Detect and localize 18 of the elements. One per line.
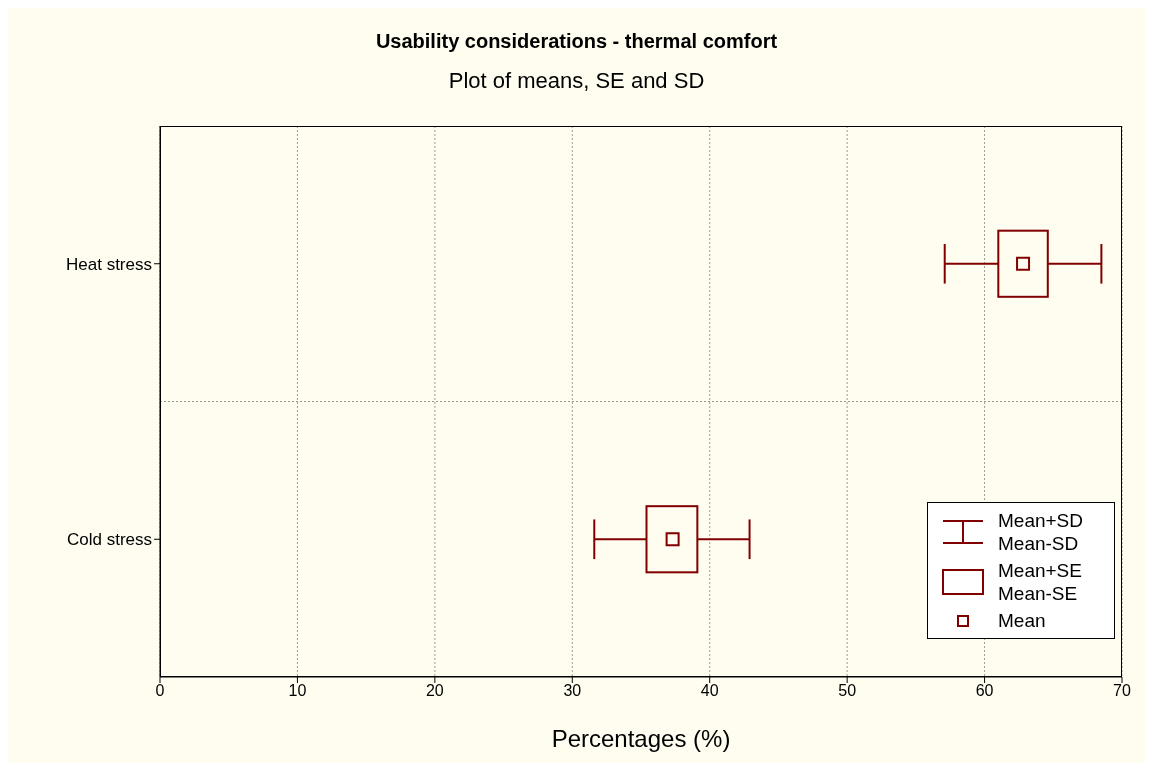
annotation: Mean	[998, 609, 1046, 632]
x-tick-label: 70	[1113, 682, 1131, 700]
x-tick-label: 10	[288, 682, 307, 700]
y-tick-label: Heat stress	[66, 254, 152, 274]
annotation: Mean-SD	[998, 533, 1079, 554]
x-tick-label: 50	[838, 682, 857, 700]
x-tick-label: 40	[700, 682, 719, 700]
x-tick-label: 20	[425, 682, 444, 700]
annotation: Mean-SE	[998, 583, 1078, 604]
chart-subtitle: Plot of means, SE and SD	[447, 68, 706, 94]
y-tick-label: Cold stress	[66, 530, 152, 550]
x-tick-label: 30	[563, 682, 582, 700]
annotation: Mean+SD	[998, 510, 1084, 531]
chart-title: Usability considerations - thermal comfort	[374, 30, 779, 53]
x-axis-title: Percentages (%)	[550, 725, 732, 753]
x-tick-label: 0	[155, 682, 165, 700]
x-tick-label: 60	[975, 682, 994, 700]
annotation: Mean+SE	[998, 560, 1082, 581]
